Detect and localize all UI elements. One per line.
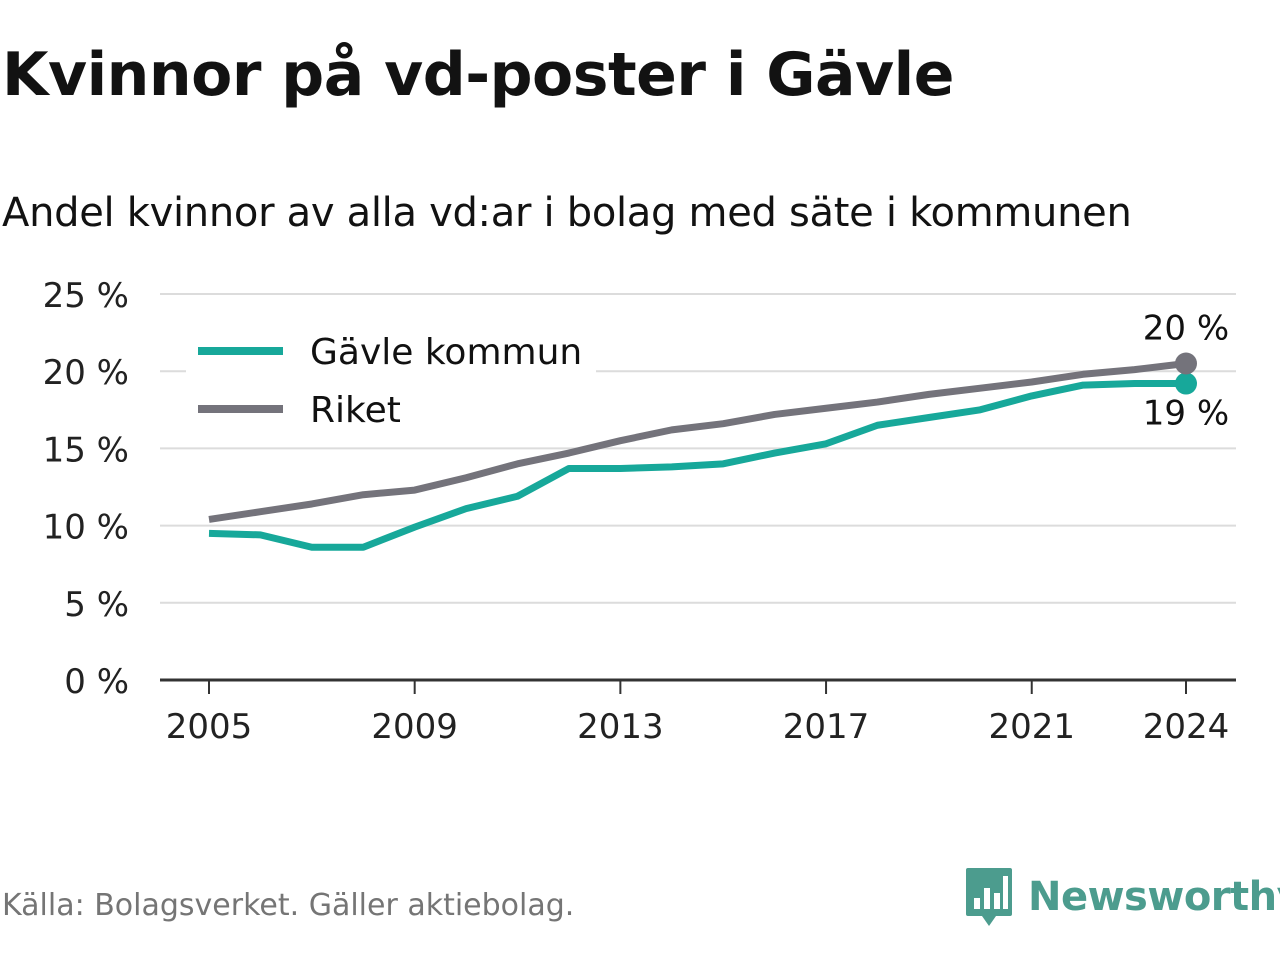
brand-name: Newsworthy [1028, 874, 1280, 920]
x-tick-label: 2017 [783, 707, 870, 747]
chart-subtitle: Andel kvinnor av alla vd:ar i bolag med … [2, 190, 1132, 236]
x-tick-label: 2013 [577, 707, 664, 747]
y-tick-label: 5 % [64, 585, 129, 625]
series-line-riket [208, 360, 1187, 523]
x-tick-label: 2021 [988, 707, 1075, 747]
y-tick-label: 0 % [64, 662, 129, 702]
source-note: Källa: Bolagsverket. Gäller aktiebolag. [2, 888, 575, 923]
chart-title: Kvinnor på vd-poster i Gävle [2, 40, 954, 110]
series-line-gavle-kommun [208, 380, 1186, 551]
legend-label: Riket [310, 390, 401, 431]
y-tick-label: 25 % [43, 276, 129, 316]
y-tick-label: 20 % [43, 353, 129, 393]
x-tick-label: 2009 [371, 707, 458, 747]
end-label-gavle-kommun: 19 % [1143, 394, 1229, 434]
newsworthy-logo-icon [966, 868, 1012, 926]
y-tick-label: 15 % [43, 430, 129, 470]
x-tick-label: 2024 [1143, 707, 1230, 747]
x-tick-label: 2005 [166, 707, 253, 747]
end-point-riket [1175, 352, 1197, 375]
end-point-gavle-kommun [1175, 372, 1197, 395]
end-label-riket: 20 % [1143, 308, 1229, 348]
legend-label: Gävle kommun [310, 332, 582, 373]
brand-logo: Newsworthy [964, 862, 1280, 932]
y-tick-label: 10 % [43, 508, 129, 548]
legend-box [186, 324, 596, 446]
